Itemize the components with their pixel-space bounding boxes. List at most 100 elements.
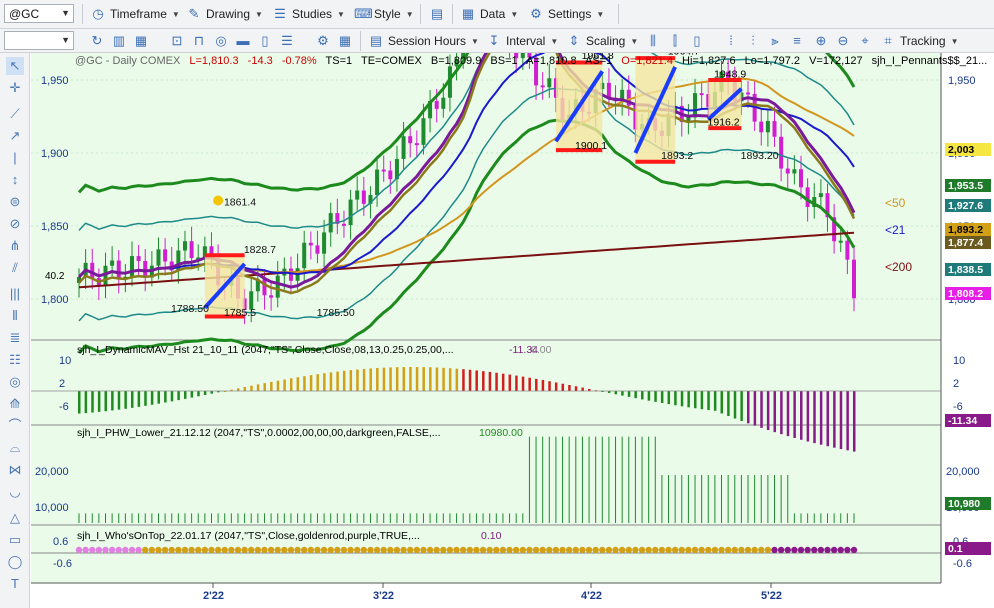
session-hours-button[interactable]: ▤ Session Hours ▼ xyxy=(368,30,479,52)
whos-on-top-dot xyxy=(274,546,281,554)
histogram-bar xyxy=(442,367,445,391)
triangle-icon[interactable]: △ xyxy=(10,510,20,525)
arc-icon[interactable]: ⌒ xyxy=(8,418,22,433)
studies-button[interactable]: ☰ Studies ▼ xyxy=(272,3,345,25)
phw-lower-panel[interactable]: sjh_I_PHW_Lower_21.12.12 (2047,"TS",0.00… xyxy=(77,427,855,523)
text-icon[interactable]: T xyxy=(11,576,19,591)
price-badge xyxy=(945,263,991,276)
pencil-icon: ✎ xyxy=(188,6,200,21)
rectangle-icon[interactable]: ▭ xyxy=(8,532,22,547)
settings-button[interactable]: ⚙ Settings ▼ xyxy=(528,3,604,25)
dynamic-mav-panel[interactable]: sjh_I_DynamicMAV_Hst 21_10_11 (2047,"TS"… xyxy=(31,344,941,452)
vertical-line-icon[interactable]: | xyxy=(13,150,17,165)
timeframe-button[interactable]: ◷ Timeframe ▼ xyxy=(90,3,180,25)
swing-high-dot xyxy=(213,195,224,206)
expand-icon[interactable]: ⫸ xyxy=(771,33,779,48)
candle-icon[interactable]: ▯ xyxy=(261,33,269,48)
grid-icon[interactable]: ▦ xyxy=(338,33,352,48)
ellipse-icon[interactable]: ◯ xyxy=(7,554,23,569)
symbol-combo[interactable]: @GC ▼ xyxy=(4,4,74,23)
chevron-down-icon: ▼ xyxy=(950,36,959,46)
fib-icon[interactable]: ⊜ xyxy=(9,194,21,209)
candle-body xyxy=(620,89,625,102)
date-axis[interactable]: 2'22 3'22 4'22 5'22 xyxy=(31,582,941,602)
chart-area[interactable]: 2083.72009.01961.81964.71948.91900.11893… xyxy=(31,0,994,608)
bar-style-icon[interactable]: ⫼ xyxy=(650,33,656,48)
candle-body xyxy=(779,136,784,169)
price-tick-left: 1,800 xyxy=(41,294,69,306)
price-badge xyxy=(945,236,991,249)
chevron-down-icon: ▼ xyxy=(630,36,639,46)
histogram-bar xyxy=(303,376,306,391)
refresh-icon[interactable]: ↻ xyxy=(91,33,103,48)
histogram-bar xyxy=(435,367,439,391)
horizontal-line-icon[interactable]: ↕ xyxy=(11,172,19,187)
curve-icon[interactable]: ◡ xyxy=(9,484,21,499)
grid-lines-icon[interactable]: ≡ xyxy=(793,33,801,48)
speed-icon[interactable]: ⟰ xyxy=(9,396,21,411)
dots-icon[interactable]: ⁞ xyxy=(729,33,733,48)
price-badge-text: 2,003 xyxy=(948,144,974,156)
candle-hollow-icon[interactable]: ▯ xyxy=(693,33,701,48)
candle-body xyxy=(335,213,340,224)
cursor-icon[interactable]: ⌖ xyxy=(861,33,869,48)
style-button[interactable]: ⌨ Style ▼ xyxy=(354,3,414,25)
gann-icon[interactable]: ⊘ xyxy=(9,216,21,231)
cycle-lines-icon[interactable]: ||| xyxy=(9,286,21,301)
histogram-bar xyxy=(660,391,664,404)
list-icon[interactable]: ☰ xyxy=(281,33,293,48)
zoom-box-icon[interactable]: ⊡ xyxy=(171,33,183,48)
chevron-down-icon[interactable]: ▼ xyxy=(61,35,70,45)
arrow-line-icon[interactable]: ↗ xyxy=(9,128,21,143)
fan-icon[interactable]: ⋈ xyxy=(8,462,22,477)
histogram-bar xyxy=(157,391,160,404)
chevron-down-icon[interactable]: ▼ xyxy=(61,8,70,18)
pointer-icon[interactable]: ↖ xyxy=(6,57,24,75)
whos-on-top-panel[interactable]: sjh_I_Who'sOnTop_22.01.17 (2047,"TS",Clo… xyxy=(75,530,858,554)
candle-body xyxy=(818,193,823,198)
zoom-out-icon[interactable]: ⊖ xyxy=(837,33,849,48)
scaling-label: Scaling xyxy=(586,34,626,48)
channel-icon[interactable]: ⫽ xyxy=(12,260,18,275)
retracement-icon[interactable]: ≣ xyxy=(9,330,21,345)
pitchfork-icon[interactable]: ⋔ xyxy=(9,238,21,253)
crosshair-icon[interactable]: ✛ xyxy=(9,80,21,95)
histogram-bar xyxy=(422,367,425,391)
scaling-button[interactable]: ⇕ Scaling ▼ xyxy=(566,30,639,52)
tracking-button[interactable]: ⌗ Tracking ▼ xyxy=(880,30,959,52)
whos-on-top-dot xyxy=(354,546,361,554)
layout-icon[interactable]: ▤ xyxy=(430,6,444,21)
bar-chart-icon[interactable]: ▥ xyxy=(112,33,126,48)
whos-on-top-dot xyxy=(658,546,666,554)
histogram-bar xyxy=(713,391,717,411)
time-zones-icon[interactable]: ⫴ xyxy=(12,308,18,323)
candle-style-icon[interactable]: ⫿ xyxy=(672,33,678,48)
drawing-button[interactable]: ✎ Drawing ▼ xyxy=(186,3,263,25)
interval-combo[interactable]: ▼ xyxy=(4,31,74,50)
arc-down-icon[interactable]: ⌓ xyxy=(9,440,21,455)
gear-icon[interactable]: ⚙ xyxy=(317,33,329,48)
chart-type-icon[interactable]: ▬ xyxy=(236,33,250,48)
table-icon[interactable]: ▦ xyxy=(134,33,148,48)
zoom-in-icon[interactable]: ⊕ xyxy=(815,33,827,48)
trendline-icon[interactable]: ⟋ xyxy=(10,106,20,121)
histogram-bar xyxy=(250,385,253,391)
whos-on-top-dot xyxy=(95,546,103,554)
price-badge xyxy=(945,287,991,300)
compass-icon[interactable]: ◎ xyxy=(215,33,227,48)
whos-on-top-dot xyxy=(671,546,679,554)
compress-icon[interactable]: ⫶ xyxy=(751,33,755,48)
chevron-down-icon: ▼ xyxy=(255,9,263,19)
price-badge-text: 1,877.4 xyxy=(948,237,983,249)
price-annotations: 2083.72009.01961.81964.71948.91900.11893… xyxy=(171,46,779,320)
magnet-icon[interactable]: ⊓ xyxy=(193,33,205,48)
header-last: L=1,810.3 xyxy=(189,55,238,67)
levels-icon[interactable]: ☷ xyxy=(9,352,21,367)
data-button[interactable]: ▦ Data ▼ xyxy=(460,3,518,25)
price-annotation: 1785.5 xyxy=(224,307,256,319)
interval-button[interactable]: ↧ Interval ▼ xyxy=(486,30,559,52)
target-icon[interactable]: ◎ xyxy=(9,374,21,389)
header-te: TE=COMEX xyxy=(361,55,422,67)
histogram-bar xyxy=(813,391,816,444)
histogram-bar xyxy=(217,391,220,393)
